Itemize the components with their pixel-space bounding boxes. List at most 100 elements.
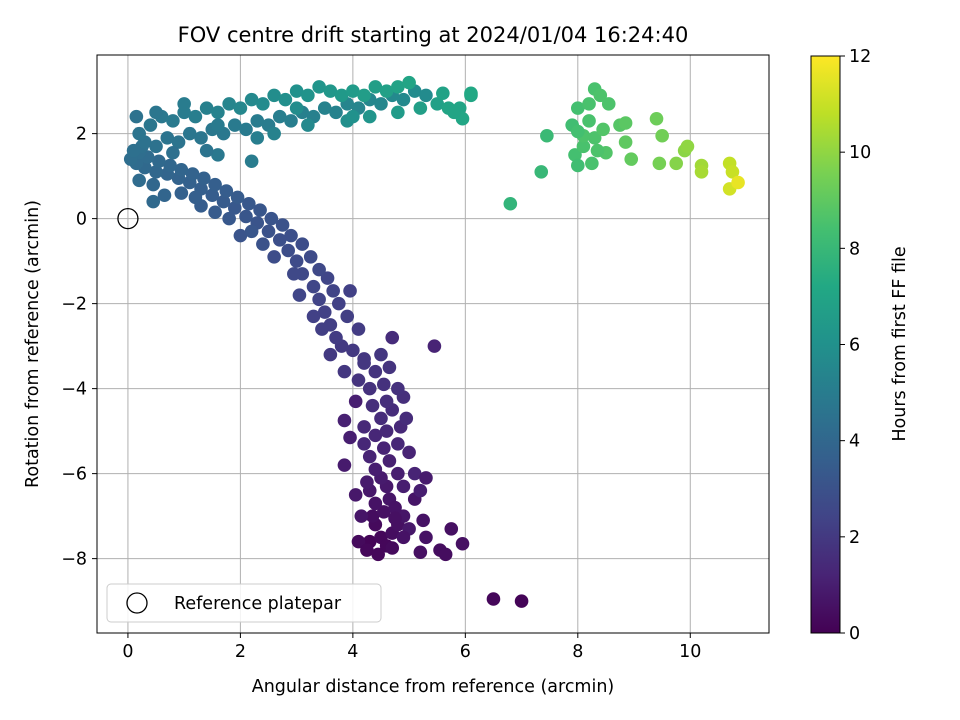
- data-point: [618, 116, 633, 130]
- data-point: [348, 488, 363, 502]
- data-point: [256, 97, 270, 111]
- data-point: [227, 201, 242, 215]
- data-point: [199, 143, 214, 158]
- data-points: [123, 75, 745, 608]
- chart-title: FOV centre drift starting at 2024/01/04 …: [178, 23, 689, 47]
- data-point: [174, 186, 189, 200]
- data-point: [391, 105, 405, 120]
- data-point: [346, 343, 360, 358]
- data-point: [346, 109, 360, 124]
- x-tick-label: 2: [235, 642, 246, 662]
- data-point: [360, 475, 374, 489]
- data-point: [289, 101, 304, 115]
- data-point: [205, 188, 220, 203]
- data-point: [292, 288, 307, 302]
- data-point: [188, 190, 203, 205]
- data-point: [385, 330, 400, 345]
- data-point: [376, 441, 391, 455]
- data-point: [365, 398, 380, 413]
- data-point: [272, 109, 287, 124]
- data-point: [146, 194, 161, 209]
- data-point: [329, 105, 343, 120]
- data-point: [351, 322, 366, 336]
- data-point: [436, 86, 450, 101]
- data-point: [455, 536, 470, 551]
- plot-frame: [96, 54, 770, 634]
- data-point: [571, 158, 585, 173]
- data-point: [256, 237, 270, 251]
- data-point: [264, 211, 279, 226]
- data-point: [540, 128, 554, 143]
- colorbar-tick-label: 6: [849, 336, 860, 356]
- data-point: [188, 109, 203, 124]
- y-tick-label: −2: [61, 295, 87, 315]
- data-point: [323, 347, 338, 362]
- x-axis-label: Angular distance from reference (arcmin): [252, 677, 615, 697]
- data-point: [197, 171, 211, 186]
- data-point: [177, 97, 191, 111]
- data-point: [374, 97, 388, 111]
- data-point: [368, 496, 383, 511]
- axis-ticks: 0 2 4 6 8 10 −8 −6 −4 −2 0 2: [61, 125, 701, 662]
- reference-marker: [117, 207, 139, 230]
- data-point: [289, 254, 304, 268]
- data-point: [357, 88, 371, 103]
- data-point: [146, 177, 161, 192]
- data-point: [669, 156, 684, 171]
- data-point: [208, 205, 222, 220]
- data-point: [149, 105, 163, 120]
- data-point: [329, 330, 343, 345]
- data-point: [571, 101, 585, 115]
- data-point: [357, 437, 371, 451]
- y-tick-label: −8: [61, 550, 87, 570]
- data-point: [272, 233, 287, 247]
- data-point: [230, 190, 245, 205]
- data-point: [320, 271, 335, 285]
- colorbar-tick-label: 4: [849, 432, 860, 452]
- data-point: [568, 148, 582, 162]
- data-point: [590, 143, 605, 158]
- data-point: [174, 162, 189, 177]
- data-point: [376, 505, 391, 519]
- data-point: [261, 224, 276, 239]
- data-point: [295, 237, 310, 251]
- data-point: [149, 139, 163, 154]
- data-point: [194, 131, 208, 145]
- data-point: [132, 173, 146, 188]
- data-point: [464, 86, 478, 101]
- data-point: [576, 139, 591, 154]
- data-point: [126, 143, 141, 158]
- data-point: [391, 381, 405, 396]
- data-point: [267, 250, 281, 264]
- data-point: [306, 309, 321, 324]
- data-point: [368, 364, 383, 379]
- data-point: [312, 292, 326, 307]
- data-point: [680, 139, 695, 154]
- data-point: [351, 534, 366, 549]
- data-point: [343, 284, 357, 298]
- data-point: [219, 184, 234, 198]
- data-point: [379, 394, 394, 409]
- data-point: [227, 118, 242, 132]
- data-point: [284, 228, 298, 243]
- data-point: [368, 428, 383, 443]
- data-point: [655, 128, 669, 143]
- data-point: [211, 105, 225, 120]
- data-point: [284, 114, 298, 128]
- data-point: [396, 92, 411, 107]
- data-point: [301, 118, 315, 132]
- data-point: [399, 411, 414, 426]
- data-point: [244, 92, 259, 107]
- data-point: [396, 530, 411, 545]
- data-point: [388, 500, 402, 515]
- data-point: [725, 165, 740, 179]
- data-point: [346, 84, 360, 98]
- x-tick-label: 8: [572, 642, 583, 662]
- data-point: [396, 479, 411, 494]
- data-point: [334, 88, 349, 103]
- data-point: [281, 243, 295, 258]
- legend-box: [106, 583, 382, 623]
- data-point: [337, 364, 352, 379]
- data-point: [362, 381, 377, 396]
- data-point: [242, 196, 256, 211]
